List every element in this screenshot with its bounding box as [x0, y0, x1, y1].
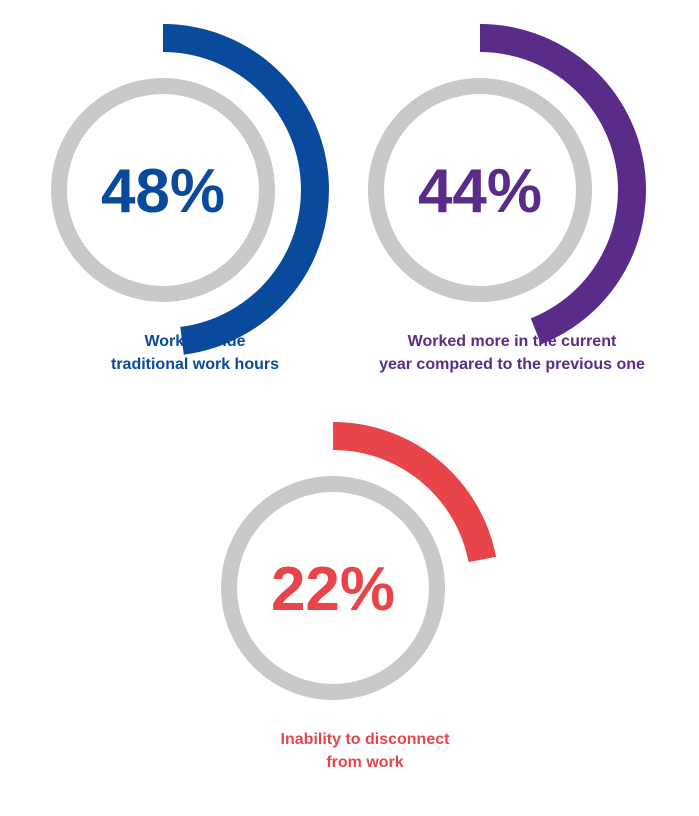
donut-chart: 22% — [221, 422, 497, 700]
stat-worked-more: 44% Worked more in the current year comp… — [352, 18, 672, 393]
caption-line: Worked more in the current — [407, 333, 617, 350]
donut-value-arc — [332, 422, 497, 563]
stat-caption: Worked more in the current year compared… — [322, 330, 699, 376]
percentage-value: 22% — [271, 555, 395, 624]
donut-value-arc — [479, 24, 646, 345]
caption-line: Work outside — [144, 333, 246, 350]
donut-track — [368, 78, 592, 302]
caption-line: year compared to the previous one — [379, 356, 645, 373]
donut-track — [221, 476, 445, 700]
stat-inability-to-disconnect: 22% Inability to disconnect from work — [205, 416, 525, 791]
donut-track — [51, 78, 275, 302]
percentage-value: 44% — [418, 157, 542, 226]
donut-chart: 44% — [368, 24, 646, 345]
caption-line: from work — [326, 754, 404, 771]
percentage-value: 48% — [101, 157, 225, 226]
donut-value-arc — [162, 24, 329, 355]
caption-line: Inability to disconnect — [280, 731, 450, 748]
donut-chart: 48% — [51, 24, 329, 355]
stat-work-outside-hours: 48% Work outside traditional work hours — [35, 18, 355, 393]
stat-caption: Work outside traditional work hours — [5, 330, 385, 376]
stat-caption: Inability to disconnect from work — [175, 728, 555, 774]
caption-line: traditional work hours — [110, 356, 279, 373]
